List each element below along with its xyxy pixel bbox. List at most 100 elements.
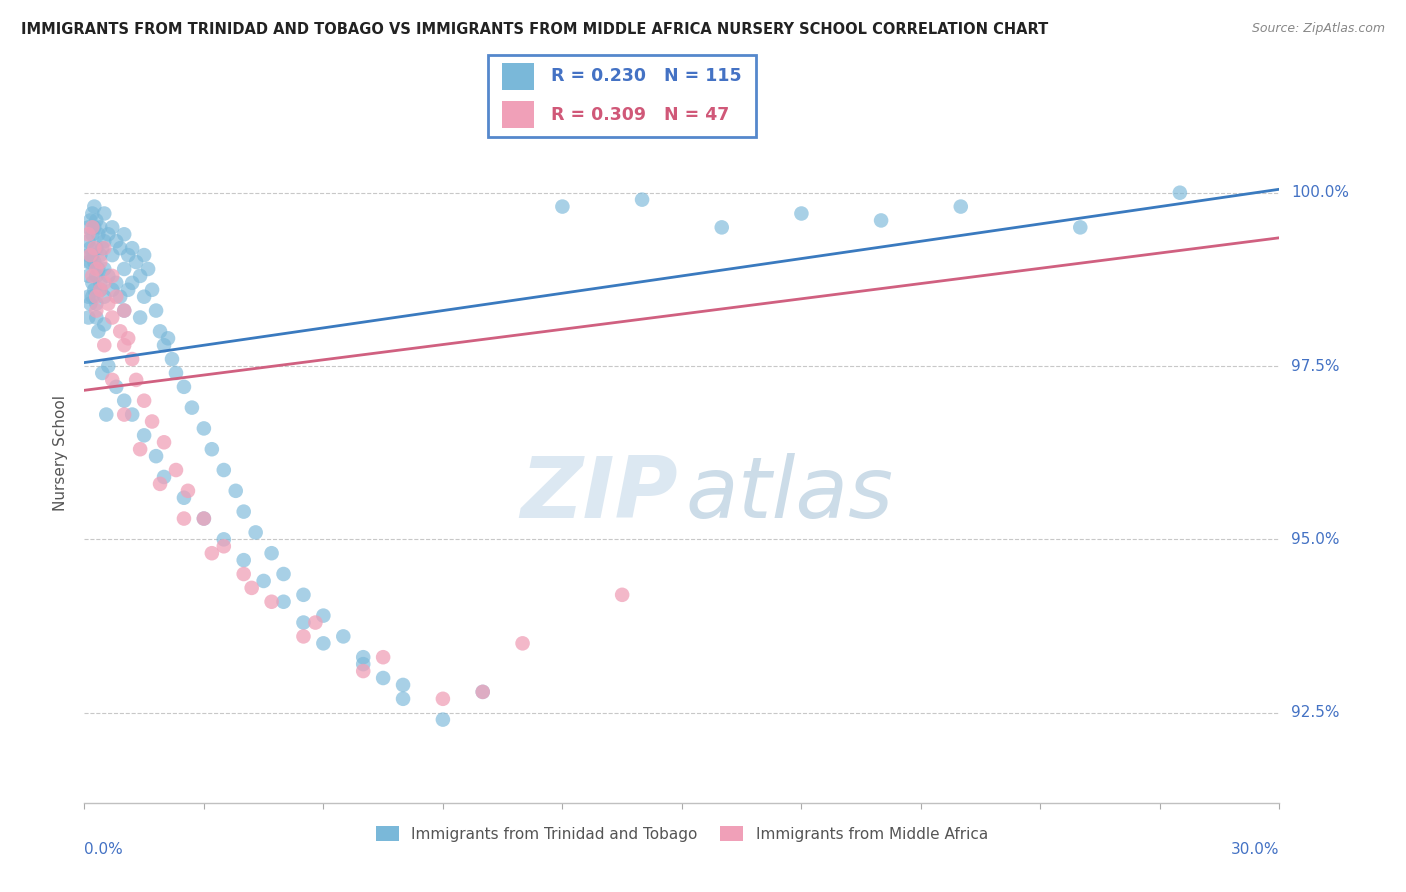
Point (292, 615, 315, 630)
Point (253, 574, 276, 588)
Point (471, 685, 494, 699)
Point (86, 296, 108, 310)
Point (160, 352, 183, 367)
Point (125, 373, 148, 387)
Point (260, 546, 283, 560)
Point (86, 268, 108, 283)
Point (101, 373, 124, 387)
Point (93, 290, 115, 304)
Point (121, 408, 143, 422)
Point (87, 324, 110, 338)
Point (83, 255, 105, 269)
Point (77, 268, 100, 283)
Point (145, 303, 167, 318)
Text: 95.0%: 95.0% (1292, 532, 1340, 547)
Point (392, 691, 415, 706)
Point (157, 331, 180, 345)
Point (117, 331, 139, 345)
Point (240, 581, 263, 595)
Point (201, 442, 224, 457)
Point (165, 463, 187, 477)
Point (97, 296, 120, 310)
Point (83, 220, 105, 235)
Point (86, 310, 108, 325)
Point (112, 303, 135, 318)
Point (173, 491, 195, 505)
Text: ZIP: ZIP (520, 453, 678, 536)
Point (432, 713, 454, 727)
Point (870, 213, 893, 227)
Point (181, 401, 204, 415)
Bar (502, 62, 534, 90)
Point (101, 248, 124, 262)
Point (112, 227, 135, 242)
Point (352, 657, 374, 672)
Text: 92.5%: 92.5% (1292, 706, 1340, 720)
Point (82, 206, 104, 220)
Point (79, 255, 101, 269)
Point (112, 262, 135, 277)
Point (82, 268, 104, 283)
Point (129, 310, 152, 325)
Point (112, 393, 135, 408)
Point (93, 338, 115, 352)
Point (79, 241, 101, 255)
Point (121, 352, 143, 367)
Point (97, 227, 120, 242)
Point (132, 290, 156, 304)
Point (292, 629, 315, 643)
Point (173, 380, 195, 394)
Text: IMMIGRANTS FROM TRINIDAD AND TOBAGO VS IMMIGRANTS FROM MIDDLE AFRICA NURSERY SCH: IMMIGRANTS FROM TRINIDAD AND TOBAGO VS I… (21, 22, 1049, 37)
Point (82, 276, 104, 290)
Point (631, 193, 654, 207)
Point (82, 227, 104, 242)
FancyBboxPatch shape (488, 55, 756, 136)
Point (141, 415, 163, 429)
Point (89, 220, 111, 235)
Point (129, 442, 152, 457)
Point (82, 290, 104, 304)
Point (432, 691, 454, 706)
Point (79, 213, 101, 227)
Point (153, 470, 176, 484)
Legend: Immigrants from Trinidad and Tobago, Immigrants from Middle Africa: Immigrants from Trinidad and Tobago, Imm… (370, 820, 994, 847)
Point (82, 248, 104, 262)
Point (710, 220, 733, 235)
Text: atlas: atlas (686, 453, 893, 536)
Point (132, 248, 156, 262)
Point (79, 248, 101, 262)
Point (112, 408, 135, 422)
Point (77, 255, 100, 269)
Text: 0.0%: 0.0% (84, 842, 124, 856)
Point (93, 262, 115, 277)
Point (1069, 220, 1091, 235)
Point (512, 636, 534, 650)
Point (83, 200, 105, 214)
Y-axis label: Nursery School: Nursery School (53, 394, 69, 511)
Point (177, 483, 200, 498)
Point (790, 206, 813, 220)
Point (212, 533, 235, 547)
Text: R = 0.309   N = 47: R = 0.309 N = 47 (551, 105, 730, 123)
Point (121, 276, 143, 290)
Point (86, 241, 108, 255)
Point (110, 290, 132, 304)
Point (232, 553, 254, 567)
Point (93, 318, 115, 332)
Point (373, 650, 395, 665)
Point (87, 227, 110, 242)
Point (304, 615, 326, 630)
Point (149, 476, 172, 491)
Point (79, 296, 101, 310)
Point (132, 428, 156, 442)
Point (77, 220, 100, 235)
Point (112, 303, 135, 318)
Point (225, 483, 247, 498)
Point (83, 283, 105, 297)
Point (77, 310, 100, 325)
Text: 97.5%: 97.5% (1292, 359, 1340, 374)
Point (110, 324, 132, 338)
Point (1168, 186, 1191, 200)
Point (273, 595, 295, 609)
Point (132, 393, 156, 408)
